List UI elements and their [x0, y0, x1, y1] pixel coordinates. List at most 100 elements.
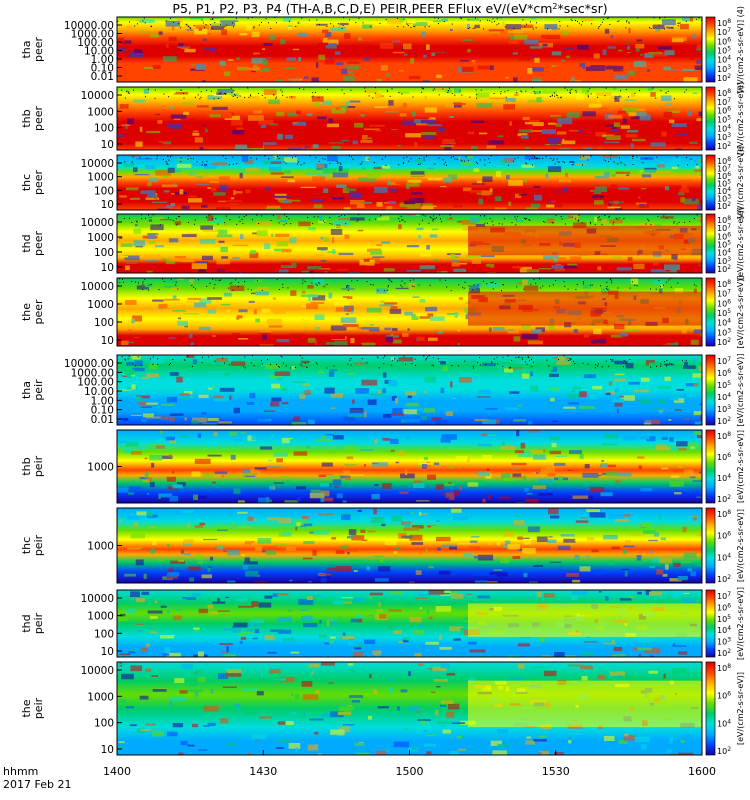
y-tick-label: 1000: [87, 232, 114, 244]
colorbar-tick-label: 107: [717, 96, 731, 107]
colorbar-tick-label: 106: [717, 36, 731, 47]
colorbar-tick-label: 102: [717, 494, 731, 505]
spectrogram-texture: [117, 430, 702, 503]
colorbar-tick-label: 104: [717, 247, 731, 258]
colorbar-tick-label: 103: [717, 636, 731, 647]
spectrogram-fill: [117, 508, 702, 583]
panel-ylabel: the: [20, 303, 33, 321]
colorbar-tick-label: 108: [717, 279, 731, 290]
colorbar-tick-label: 106: [717, 530, 731, 541]
panel-ylabel: the: [20, 699, 33, 717]
colorbar-tick-label: 103: [717, 63, 731, 74]
colorbar-tick-label: 103: [717, 193, 731, 204]
noise-speckle: [124, 155, 698, 166]
panel-instrument: peir: [32, 379, 45, 401]
y-tick-label: 10000: [81, 593, 114, 605]
panel-instrument: peer: [32, 106, 45, 132]
y-tick-label: 100: [94, 718, 114, 730]
spectrogram-texture: [118, 355, 702, 425]
colorbar-tick-label: 104: [717, 54, 731, 65]
y-tick-label: 10000.00: [64, 358, 114, 370]
panel-instrument: peer: [32, 299, 45, 325]
colorbar-tick-label: 104: [717, 123, 731, 134]
y-tick-label: 100: [94, 628, 114, 640]
panel-instrument: peir: [32, 534, 45, 556]
x-tick-label: 1530: [542, 765, 570, 778]
colorbar-tick-label: 107: [717, 223, 731, 234]
y-tick-label: 0.10: [91, 405, 114, 417]
colorbar-tick-label: 106: [717, 602, 731, 613]
panel-probe: thb: [20, 109, 33, 127]
panel-probe: the: [20, 699, 33, 717]
colorbar-tick-label: 106: [717, 690, 731, 701]
colorbar: [705, 213, 716, 274]
spectrogram-texture: [118, 87, 702, 150]
y-tick-label: 10000: [81, 217, 114, 229]
panel-probe: tha: [20, 381, 33, 399]
panel-instrument: peer: [32, 37, 45, 63]
title-suffix: *sec*sr): [557, 1, 607, 16]
colorbar-unit-label: [eV/(cm2-s-sr-eV)] (4): [736, 6, 745, 93]
panel-frame: [116, 154, 703, 211]
y-tick-label: 0.10: [91, 63, 114, 75]
panels: tha peer10000.001000.00100.0010.001.000.1…: [20, 6, 745, 756]
panel-instrument: peer: [32, 231, 45, 257]
colorbar-tick-label: 106: [717, 105, 731, 116]
colorbar: [705, 354, 716, 426]
colorbar-tick-label: 108: [717, 431, 731, 442]
colorbar-tick-label: 104: [717, 718, 731, 729]
panel-ylabel: thd: [20, 234, 33, 252]
y-tick-label: 10: [101, 335, 114, 347]
panel-thb-peir: thb peir 1000 108 106 104 102 [eV/(cm2-s-sr-eV)…: [20, 429, 745, 505]
colorbar-tick-label: 106: [717, 452, 731, 463]
title-prefix: P5, P1, P2, P3, P4 (TH-A,B,C,D,E) PEIR,P…: [172, 1, 552, 16]
enhanced-flux-region: [468, 291, 702, 326]
panel-probe: thd: [20, 614, 33, 632]
colorbar-tick-label: 104: [717, 317, 731, 328]
colorbar-unit-label: [eV/(cm2-s-sr-eV)]: [736, 146, 745, 219]
colorbar-tick-label: 106: [717, 231, 731, 242]
colorbar-tick-label: 107: [717, 288, 731, 299]
colorbar: [705, 589, 716, 658]
y-tick-label: 10000.00: [64, 20, 114, 32]
colorbar-tick-label: 108: [717, 156, 731, 167]
colorbar-tick-label: 102: [717, 201, 731, 212]
colorbar-tick-label: 108: [717, 88, 731, 99]
colorbar-tick-label: 103: [717, 255, 731, 266]
colorbar-tick-label: 102: [717, 264, 731, 275]
colorbar-unit-label: [eV/(cm2-s-sr-eV)]: [736, 509, 745, 582]
x-tick-label: 1600: [688, 765, 716, 778]
y-tick-label: 100: [94, 185, 114, 197]
x-tick-label: 1430: [249, 765, 277, 778]
colorbar: [705, 429, 716, 504]
colorbar-tick-label: 104: [717, 473, 731, 484]
colorbar: [705, 154, 716, 211]
panel-instrument: peer: [32, 170, 45, 196]
panel-thc-peir: thc peir 1000 108 106 104 102 [eV/(cm2-s-sr-eV)…: [20, 507, 745, 584]
panel-ylabel: thc: [20, 174, 33, 191]
panel-frame: [116, 277, 703, 347]
y-tick-label: 1000.00: [71, 367, 114, 379]
y-tick-label: 1000.00: [71, 29, 114, 41]
y-tick-label: 1000: [87, 106, 114, 118]
chart-title: P5, P1, P2, P3, P4 (TH-A,B,C,D,E) PEIR,P…: [172, 1, 607, 16]
y-tick-label: 10000: [81, 158, 114, 170]
colorbar-tick-label: 104: [717, 186, 731, 197]
panel-probe: the: [20, 303, 33, 321]
colorbar-tick-label: 106: [717, 298, 731, 309]
spectrogram-texture: [119, 508, 702, 583]
panel-ylabel: thc: [20, 537, 33, 554]
colorbar-unit-label: [eV/(cm2-s-sr-eV)]: [736, 207, 745, 280]
panel-tha-peer: tha peer 10000.001000.00100.0010.001.000.1…: [20, 6, 745, 93]
y-tick-label: 10.00: [84, 46, 114, 58]
colorbar-tick-label: 106: [717, 368, 731, 379]
y-tick-label: 10: [101, 199, 114, 211]
colorbar-unit-label: [eV/(cm2-s-sr-eV)]: [736, 353, 745, 426]
enhanced-flux-region: [468, 680, 702, 728]
colorbar-tick-label: 103: [717, 327, 731, 338]
y-tick-label: 1.00: [91, 54, 114, 66]
colorbar-tick-label: 102: [717, 73, 731, 84]
panel-instrument: peir: [32, 455, 45, 477]
